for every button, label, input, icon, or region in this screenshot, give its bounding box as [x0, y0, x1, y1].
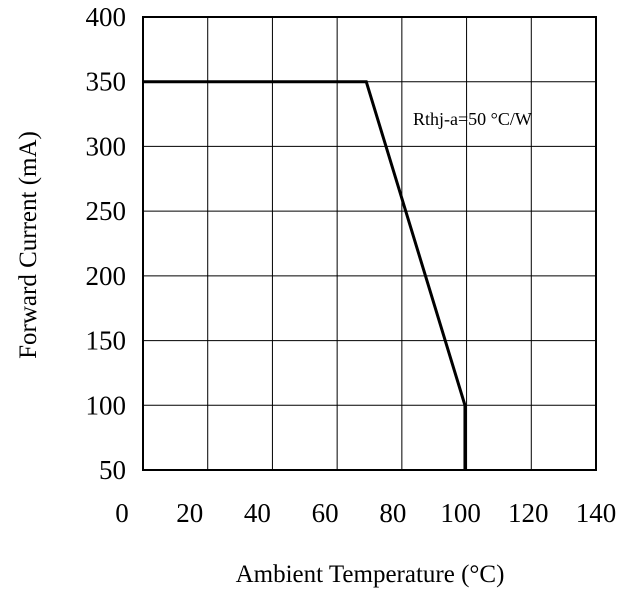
- y-tick-label: 150: [86, 326, 127, 356]
- y-tick-label: 400: [86, 2, 127, 32]
- x-tick-label: 100: [440, 498, 481, 528]
- plot-frame: [142, 16, 597, 471]
- y-axis-title: Forward Current (mA): [15, 131, 42, 359]
- x-axis-title: Ambient Temperature (°C): [236, 561, 505, 588]
- x-tick-label: 40: [244, 498, 271, 528]
- x-tick-label: 60: [312, 498, 339, 528]
- grid: [142, 16, 597, 471]
- series-layer: [143, 80, 467, 470]
- y-tick-labels: 50 100 150 200 250 300 350 400: [86, 2, 127, 485]
- y-tick-label: 350: [86, 67, 127, 97]
- x-tick-label: 120: [508, 498, 549, 528]
- y-tick-label: 250: [86, 196, 127, 226]
- x-tick-label: 20: [176, 498, 203, 528]
- x-tick-labels: 0 20 40 60 80 100 120 140: [115, 498, 616, 528]
- x-tick-label: 0: [115, 498, 129, 528]
- y-tick-label: 100: [86, 390, 127, 420]
- y-tick-label: 50: [99, 455, 126, 485]
- derating-curve: [143, 80, 467, 470]
- y-tick-label: 200: [86, 261, 127, 291]
- x-tick-label: 140: [576, 498, 617, 528]
- thermal-resistance-annotation: Rthj-a=50 °C/W: [413, 109, 532, 129]
- y-tick-label: 300: [86, 131, 127, 161]
- x-tick-label: 80: [379, 498, 406, 528]
